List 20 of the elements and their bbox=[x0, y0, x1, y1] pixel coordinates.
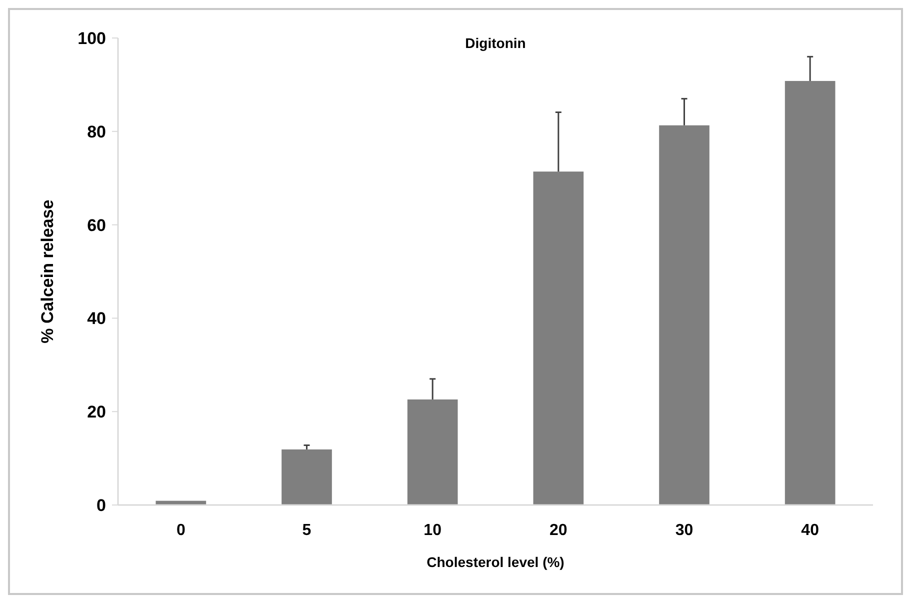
x-tick-label: 10 bbox=[424, 522, 442, 539]
y-axis-title: % Calcein release bbox=[38, 200, 57, 344]
y-tick-label: 60 bbox=[87, 216, 106, 235]
y-tick-label: 40 bbox=[87, 309, 106, 328]
bar bbox=[533, 172, 584, 505]
x-tick-label: 40 bbox=[801, 522, 820, 539]
y-tick-label: 0 bbox=[96, 496, 106, 515]
chart-title: Digitonin bbox=[465, 35, 526, 51]
x-tick-label: 20 bbox=[550, 522, 568, 539]
bar bbox=[282, 449, 332, 505]
x-tick-label: 5 bbox=[302, 522, 312, 539]
bar bbox=[407, 399, 458, 505]
y-tick-label: 100 bbox=[78, 28, 106, 48]
y-tick-label: 80 bbox=[87, 122, 106, 142]
bar bbox=[784, 80, 836, 505]
x-tick-label: 0 bbox=[176, 522, 186, 539]
x-tick-label: 30 bbox=[675, 522, 694, 539]
y-tick-label: 20 bbox=[87, 402, 106, 422]
bar bbox=[659, 125, 710, 505]
x-axis-title: Cholesterol level (%) bbox=[426, 554, 564, 570]
